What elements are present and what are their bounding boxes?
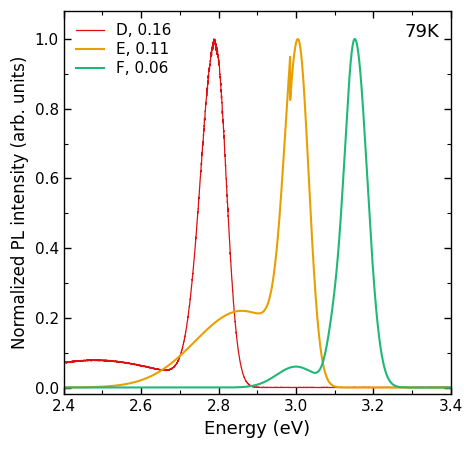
Line: D, 0.16: D, 0.16 — [64, 39, 451, 387]
D, 0.16 — [255, 385, 261, 390]
D, 0.16 — [227, 237, 232, 242]
Line: E, 0.11: E, 0.11 — [64, 39, 451, 387]
E, 0.11 — [61, 385, 67, 390]
E, 0.11 — [227, 311, 232, 316]
D, 0.16 — [211, 36, 217, 42]
F, 0.06 — [436, 385, 442, 390]
D, 0.16 — [342, 385, 348, 390]
Y-axis label: Normalized PL intensity (arb. units): Normalized PL intensity (arb. units) — [11, 56, 29, 349]
E, 0.11 — [436, 385, 442, 390]
F, 0.06 — [417, 385, 422, 390]
F, 0.06 — [352, 36, 357, 42]
D, 0.16 — [61, 361, 67, 366]
E, 0.11 — [417, 385, 422, 390]
D, 0.16 — [245, 381, 251, 386]
F, 0.06 — [342, 148, 348, 153]
F, 0.06 — [227, 385, 232, 390]
E, 0.11 — [448, 385, 454, 390]
F, 0.06 — [448, 385, 454, 390]
D, 0.16 — [448, 385, 454, 390]
D, 0.16 — [224, 180, 229, 185]
E, 0.11 — [245, 308, 250, 314]
D, 0.16 — [417, 385, 423, 390]
F, 0.06 — [61, 385, 67, 390]
E, 0.11 — [224, 312, 229, 317]
E, 0.11 — [295, 36, 301, 42]
F, 0.06 — [224, 385, 229, 390]
Line: F, 0.06: F, 0.06 — [64, 39, 451, 387]
Legend: D, 0.16, E, 0.11, F, 0.06: D, 0.16, E, 0.11, F, 0.06 — [72, 19, 176, 80]
Text: 79K: 79K — [404, 22, 439, 40]
E, 0.11 — [342, 385, 348, 390]
D, 0.16 — [436, 385, 442, 390]
F, 0.06 — [245, 384, 250, 389]
X-axis label: Energy (eV): Energy (eV) — [204, 420, 310, 438]
